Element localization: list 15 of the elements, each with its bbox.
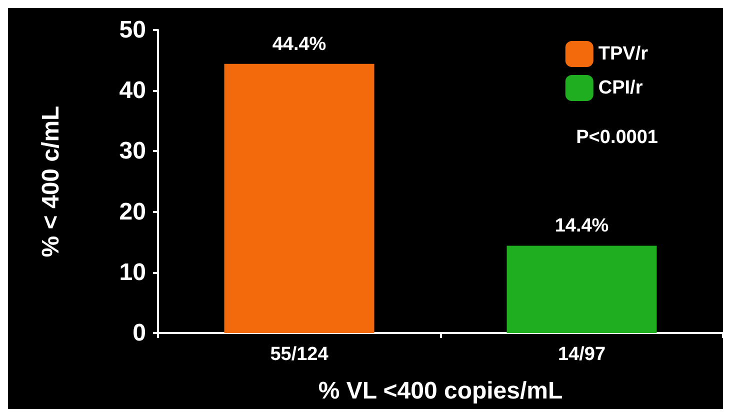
legend-label: TPV/r [598,44,649,64]
y-tick-label: 10 [119,258,146,286]
x-tick-label: 55/124 [270,344,329,365]
y-tick-label: 50 [119,16,146,44]
y-axis-title: % < 400 c/mL [38,106,64,258]
x-tick-label: 14/97 [558,344,606,365]
y-tick-label: 40 [119,77,146,104]
y-tick-label: 30 [119,138,146,165]
legend-label: CPI/r [598,78,644,98]
x-axis-title: % VL <400 copies/mL [318,378,563,404]
data-label: 14.4% [554,216,609,237]
annotation: P<0.0001 [576,127,658,148]
y-tick-label: 20 [119,198,146,226]
data-label: 44.4% [272,34,326,55]
y-tick-label: 0 [132,320,146,346]
